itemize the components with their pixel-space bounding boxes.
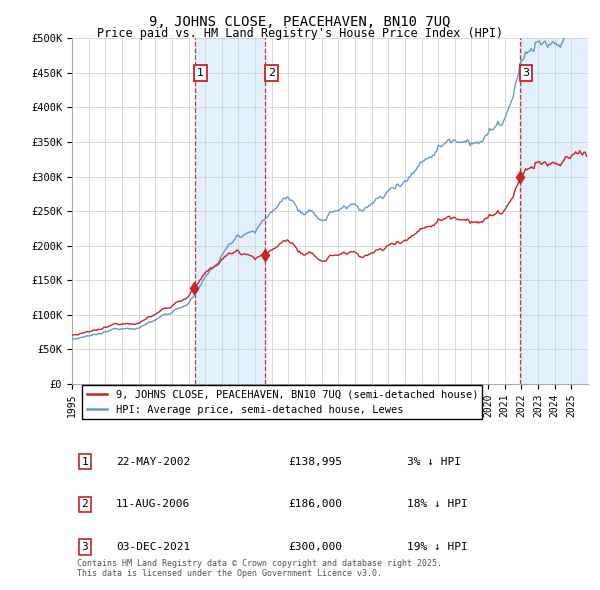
Text: 03-DEC-2021: 03-DEC-2021 — [116, 542, 190, 552]
Text: Contains HM Land Registry data © Crown copyright and database right 2025.
This d: Contains HM Land Registry data © Crown c… — [77, 559, 442, 578]
Text: 22-MAY-2002: 22-MAY-2002 — [116, 457, 190, 467]
Bar — [195, 38, 265, 384]
Text: 3% ↓ HPI: 3% ↓ HPI — [407, 457, 461, 467]
Legend: 9, JOHNS CLOSE, PEACEHAVEN, BN10 7UQ (semi-detached house), HPI: Average price, : 9, JOHNS CLOSE, PEACEHAVEN, BN10 7UQ (se… — [82, 385, 482, 419]
Text: Price paid vs. HM Land Registry's House Price Index (HPI): Price paid vs. HM Land Registry's House … — [97, 27, 503, 40]
Text: 3: 3 — [82, 542, 88, 552]
Text: 2: 2 — [82, 499, 88, 509]
Text: 1: 1 — [82, 457, 88, 467]
Text: 11-AUG-2006: 11-AUG-2006 — [116, 499, 190, 509]
Text: £138,995: £138,995 — [289, 457, 343, 467]
Text: 9, JOHNS CLOSE, PEACEHAVEN, BN10 7UQ: 9, JOHNS CLOSE, PEACEHAVEN, BN10 7UQ — [149, 15, 451, 29]
Text: 19% ↓ HPI: 19% ↓ HPI — [407, 542, 468, 552]
Text: 18% ↓ HPI: 18% ↓ HPI — [407, 499, 468, 509]
Text: £186,000: £186,000 — [289, 499, 343, 509]
Text: 3: 3 — [523, 68, 530, 78]
Text: 1: 1 — [197, 68, 204, 78]
Text: 2: 2 — [268, 68, 275, 78]
Text: £300,000: £300,000 — [289, 542, 343, 552]
Bar — [520, 38, 588, 384]
